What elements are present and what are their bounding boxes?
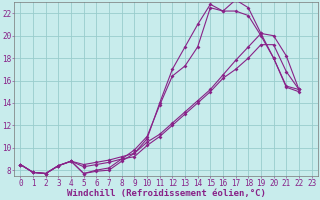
X-axis label: Windchill (Refroidissement éolien,°C): Windchill (Refroidissement éolien,°C) (67, 189, 266, 198)
